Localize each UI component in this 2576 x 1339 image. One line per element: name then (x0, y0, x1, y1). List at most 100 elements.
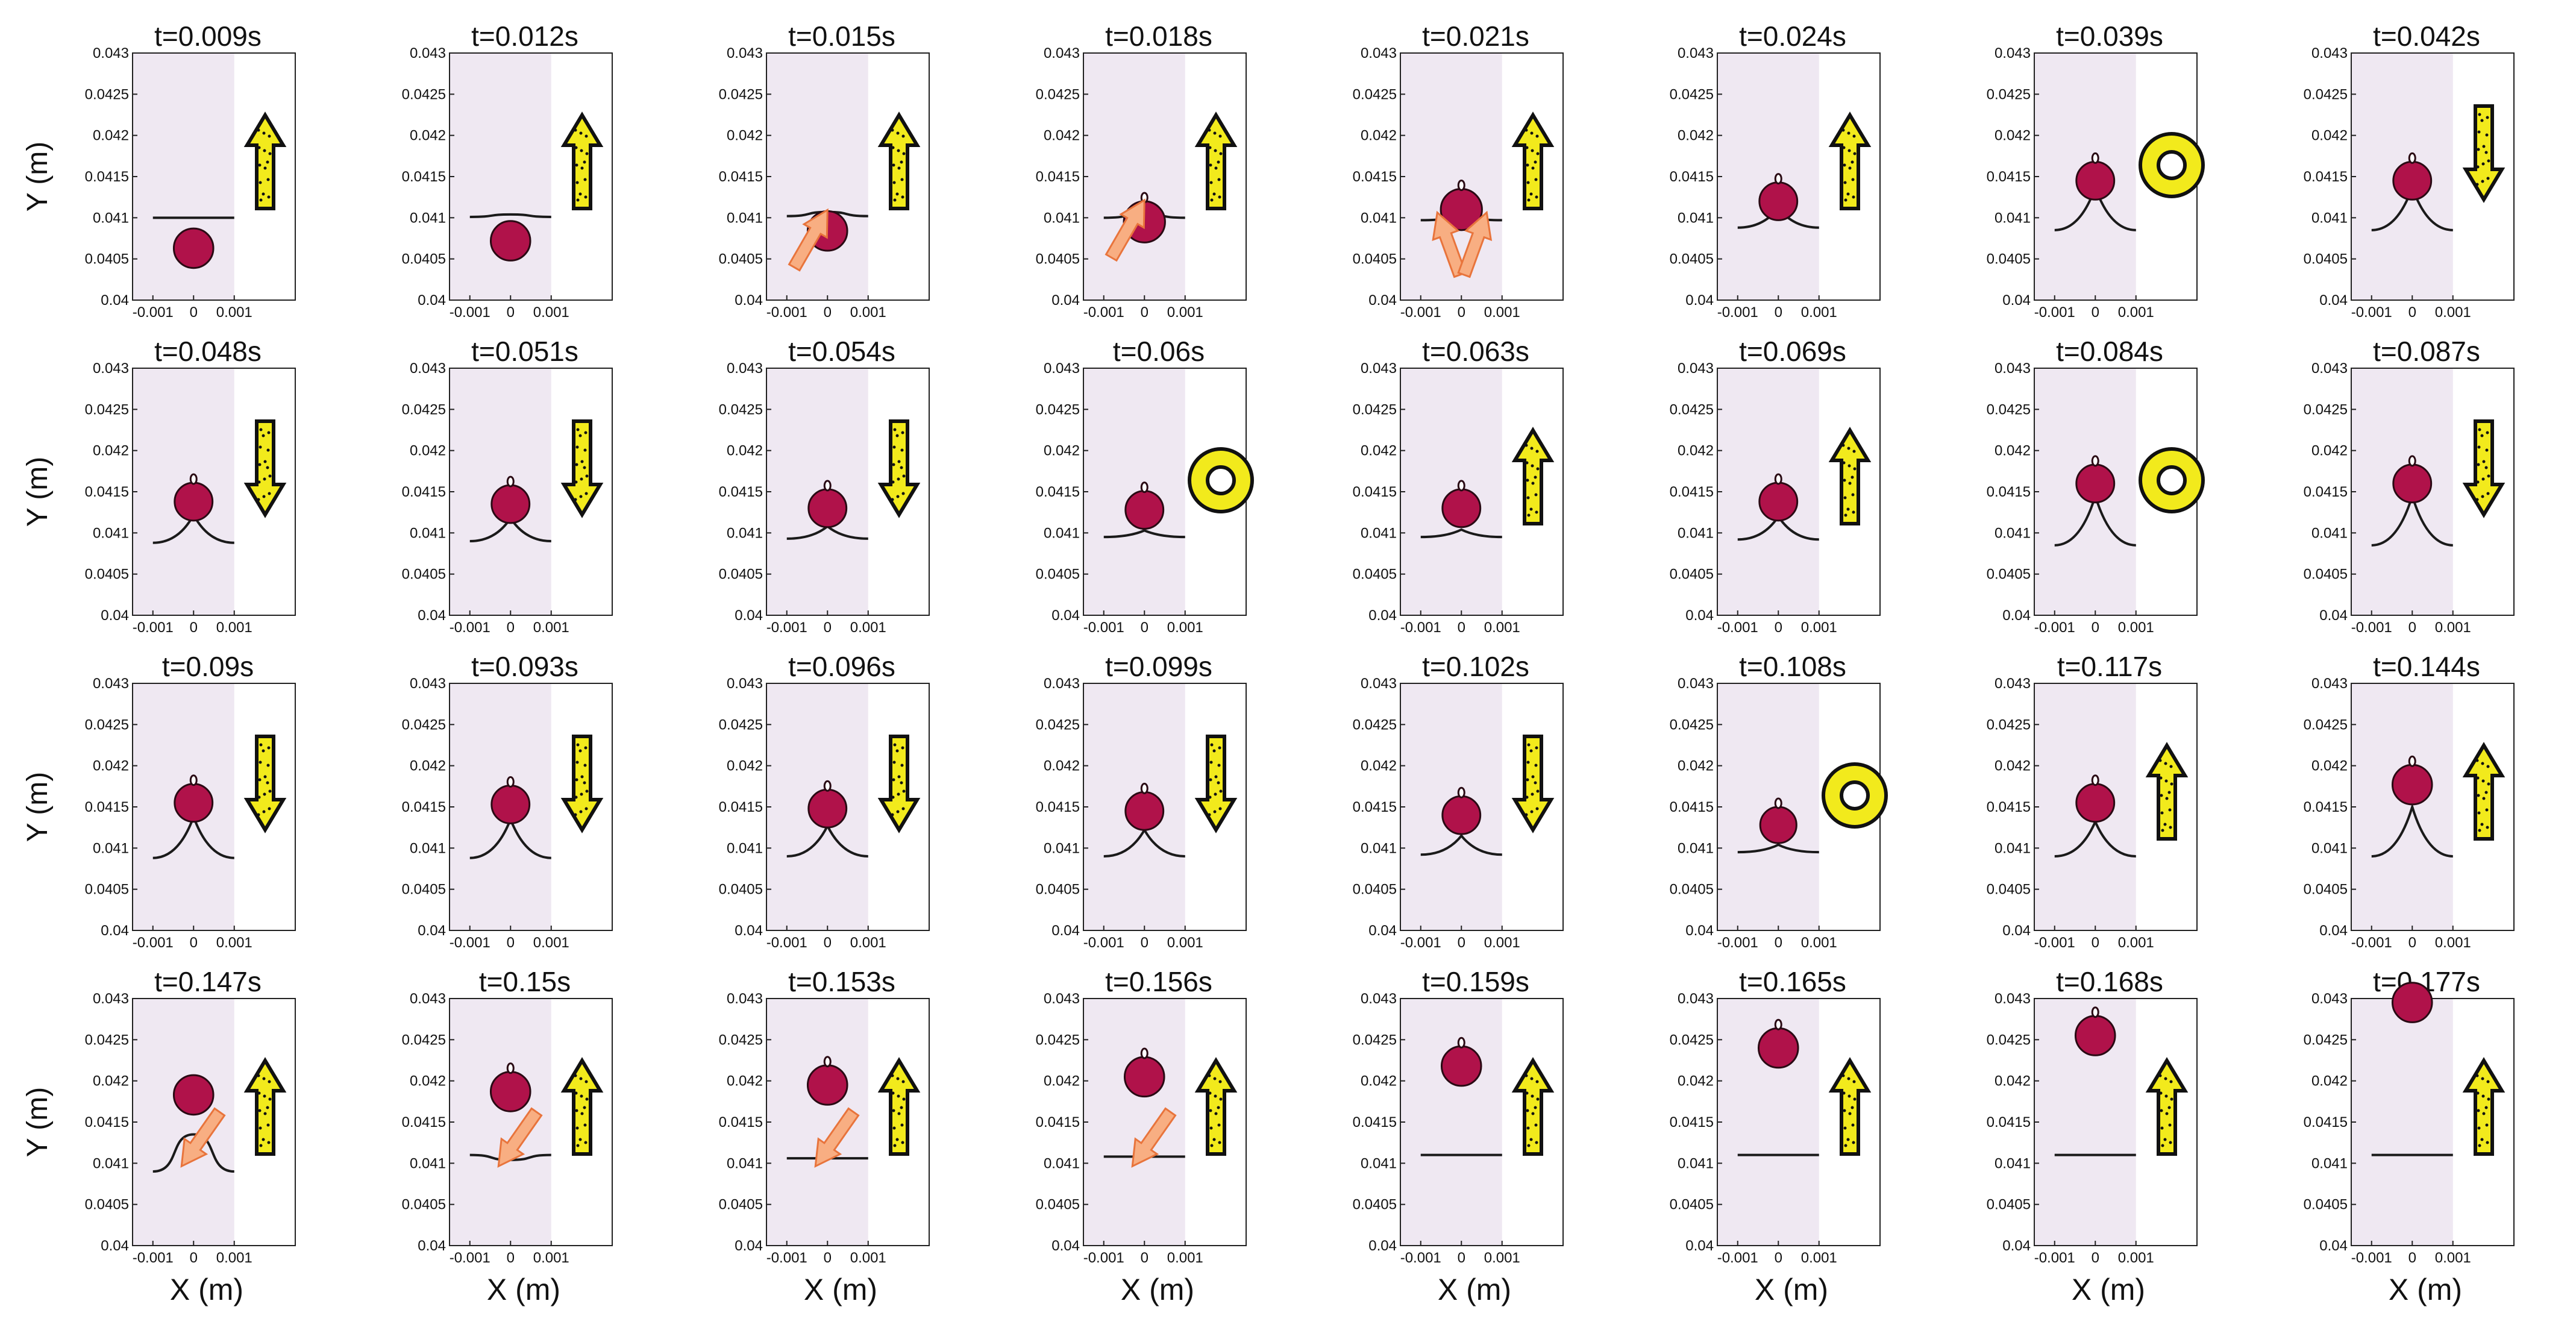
highlight-arrow (497, 1107, 543, 1168)
x-tick-label: -0.001 (1083, 935, 1124, 951)
arrow-dot (263, 460, 267, 463)
arrow-dot (2486, 826, 2489, 829)
droplet-neck (2091, 1006, 2099, 1018)
y-tick-label: 0.043 (1361, 45, 1397, 61)
arrow-dot (2477, 1126, 2481, 1130)
x-tick-label: 0 (1458, 935, 1465, 951)
y-tick-label: 0.041 (1995, 525, 2031, 541)
y-tick-label: 0.041 (2311, 840, 2348, 856)
arrow-dot (266, 466, 269, 469)
y-tick-label: 0.0415 (85, 484, 129, 500)
arrow-dot (1209, 778, 1212, 782)
y-tick-label: 0.041 (727, 1155, 763, 1171)
arrow-dot (257, 128, 260, 132)
arrow-dot (583, 178, 587, 181)
arrow-dot (2484, 1106, 2488, 1109)
arrow-dot (1847, 447, 1851, 450)
highlight-arrow (788, 208, 829, 272)
y-tick-label: 0.041 (1361, 210, 1397, 226)
arrow-shape (2462, 742, 2505, 841)
arrow-dot (267, 1141, 271, 1144)
arrow-shape (243, 735, 287, 833)
arrow-dot (1217, 1123, 1221, 1127)
panel: t=0.087s 0.04 0.0405 0.041 0.0415 0.042 0.0425… (2304, 336, 2515, 636)
y-tick-label: 0.0425 (2304, 401, 2348, 418)
arrow-dot (1536, 467, 1540, 471)
ring-indicator (1822, 762, 1888, 829)
y-tick-label: 0.042 (1361, 443, 1397, 459)
arrow-dot (1529, 192, 1533, 196)
arrow-dot (1848, 166, 1852, 170)
arrow-dot (1212, 1138, 1216, 1141)
x-tick-label: -0.001 (450, 619, 490, 636)
arrow-dot (263, 477, 266, 481)
arrow-shape (560, 735, 604, 833)
panel-title: t=0.096s (788, 651, 895, 682)
droplet-body (2074, 1015, 2116, 1056)
y-tick-label: 0.042 (2311, 128, 2348, 144)
y-tick-label: 0.04 (101, 923, 129, 939)
arrow-dot (257, 795, 261, 799)
y-tick-label: 0.043 (93, 360, 129, 377)
y-tick-label: 0.04 (1685, 607, 1714, 624)
droplet (2392, 455, 2433, 504)
arrow-dot (2481, 1077, 2484, 1080)
x-tick-label: 0 (2092, 935, 2099, 951)
y-tick-label: 0.042 (727, 1073, 763, 1090)
highlight-arrow (1131, 1107, 1177, 1168)
arrow-dot (266, 178, 270, 181)
arrow-dot (897, 1094, 900, 1098)
y-tick-label: 0.0425 (2304, 86, 2348, 102)
arrow-shape (2462, 104, 2505, 203)
x-tick-label: 0.001 (1167, 619, 1203, 636)
droplet (807, 780, 848, 829)
y-tick-label: 0.04 (735, 292, 763, 309)
arrow-dot (259, 743, 263, 747)
arrow-dot (1841, 1074, 1845, 1077)
arrow-dot (580, 1094, 583, 1098)
arrow-dot (1526, 496, 1530, 500)
panel: t=0.021s 0.04 0.0405 0.041 0.0415 0.042 0.0425… (1353, 20, 1564, 321)
arrow-dot (891, 1091, 895, 1095)
arrow-dot (2169, 1141, 2172, 1144)
y-tick-label: 0.0405 (1670, 1197, 1714, 1213)
arrow-dot (2478, 1144, 2481, 1147)
droplet (807, 480, 848, 528)
arrow-dot (1848, 1112, 1852, 1115)
x-tick-label: 0 (2092, 304, 2099, 321)
y-tick-label: 0.041 (410, 210, 446, 226)
vibration-arrow-up (2145, 1057, 2189, 1156)
x-tick-label: -0.001 (1717, 304, 1758, 321)
y-tick-label: 0.0415 (2304, 799, 2348, 815)
arrow-dot (1852, 1141, 1855, 1144)
arrow-dot (892, 181, 896, 184)
arrow-dot (574, 1091, 578, 1095)
y-tick-label: 0.042 (93, 758, 129, 774)
y-tick-label: 0.0425 (2304, 717, 2348, 733)
y-tick-label: 0.0415 (402, 1114, 446, 1130)
arrow-dot (1526, 163, 1529, 167)
arrow-dot (2158, 1074, 2162, 1077)
y-tick-label: 0.04 (1368, 923, 1397, 939)
arrow-dot (1208, 1091, 1212, 1095)
arrow-shape (877, 735, 921, 833)
arrow-dot (1213, 1077, 1217, 1080)
arrow-dot (259, 1144, 263, 1147)
ring-inner (2157, 150, 2187, 180)
arrow-dot (580, 149, 583, 152)
droplet (2075, 152, 2116, 201)
arrow-dot (891, 146, 895, 149)
arrow-dot (258, 778, 262, 782)
arrow-dot (263, 1112, 267, 1115)
arrow-dot (1847, 131, 1851, 135)
arrow-dot (2165, 797, 2169, 800)
y-axis-label: Y (m) (22, 1087, 54, 1157)
arrow-dot (1214, 775, 1218, 779)
y-tick-label: 0.04 (1051, 292, 1080, 309)
arrow-dot (893, 198, 897, 202)
x-tick-label: 0 (2092, 1250, 2099, 1266)
arrow-dot (895, 1138, 899, 1141)
arrow-dot (262, 1077, 266, 1080)
droplet-body (490, 484, 531, 524)
y-tick-label: 0.0425 (1353, 1032, 1397, 1048)
